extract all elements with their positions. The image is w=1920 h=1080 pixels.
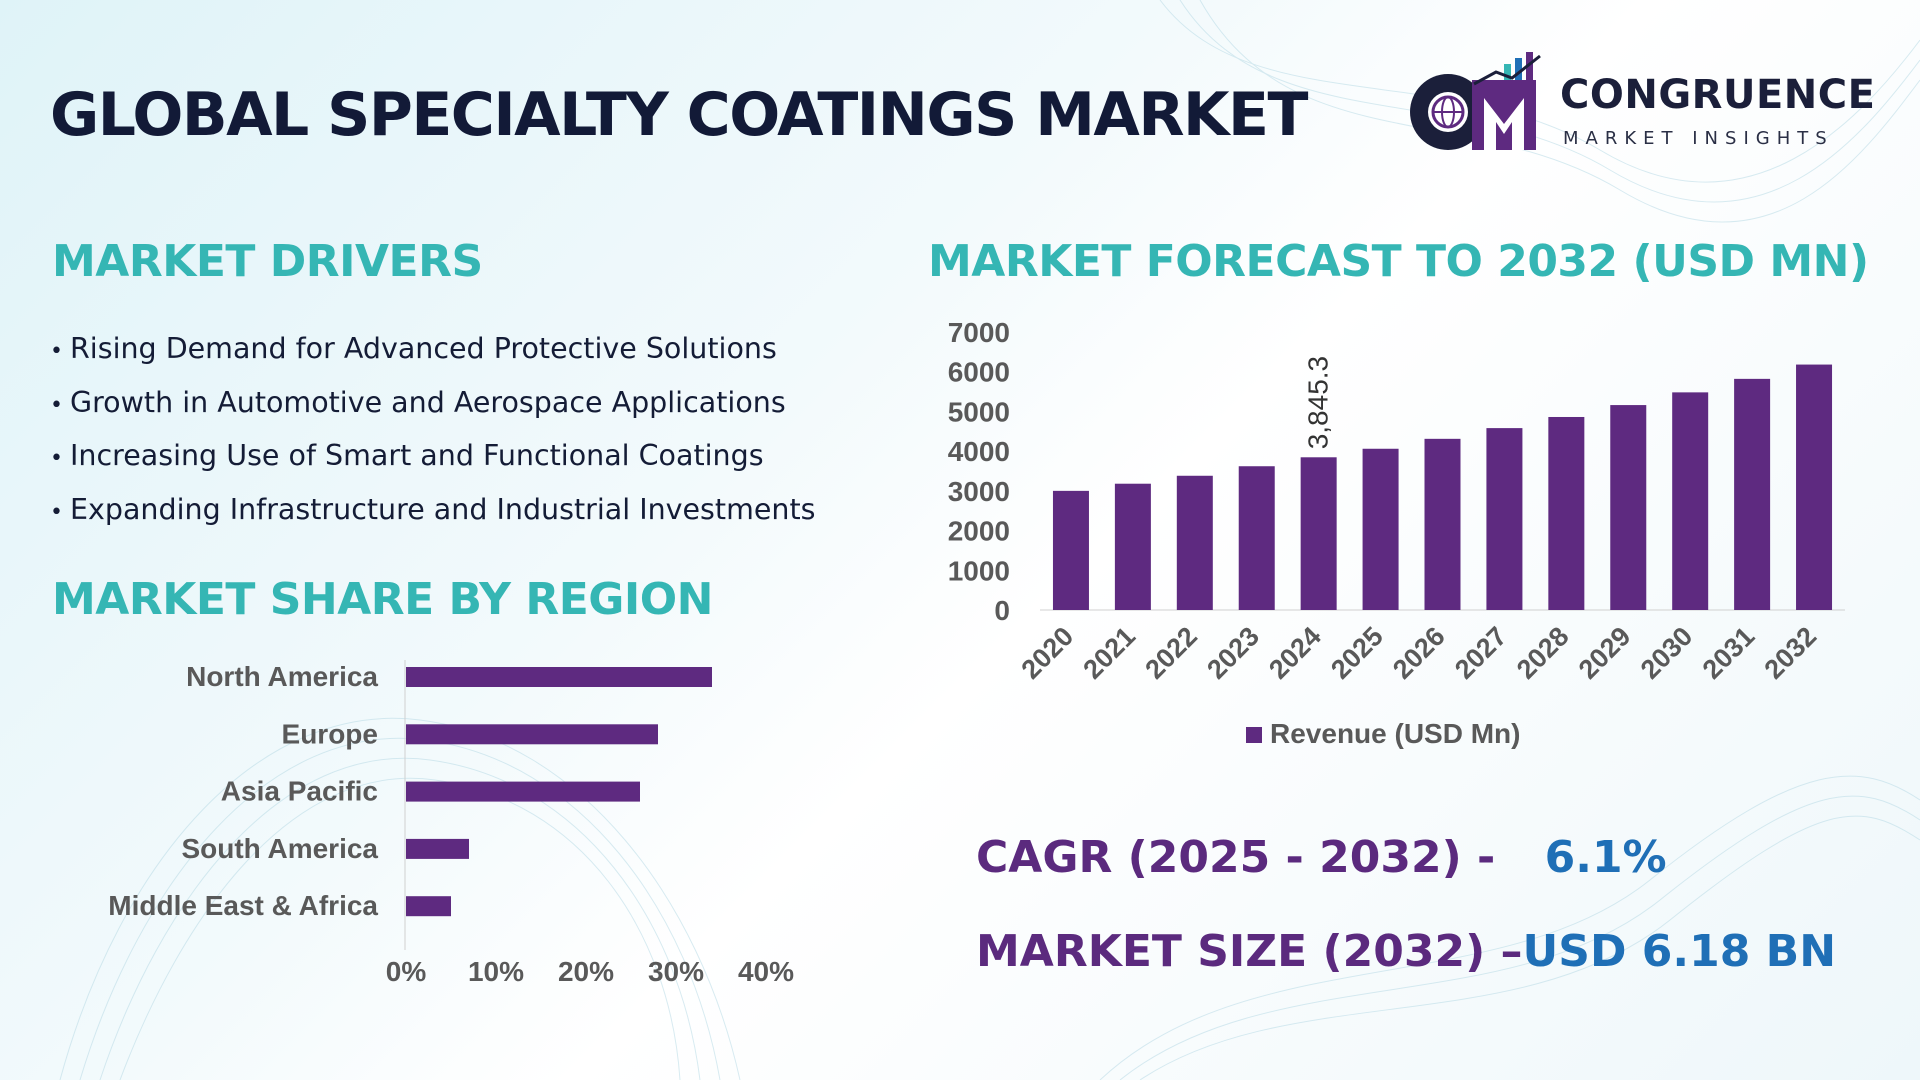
bar xyxy=(1734,378,1771,610)
bar xyxy=(1672,392,1709,610)
bar xyxy=(1424,438,1461,610)
logo-mark-icon xyxy=(1410,52,1541,150)
x-tick-label: 2031 xyxy=(1697,621,1761,685)
x-tick-label: 2024 xyxy=(1263,621,1327,685)
cagr-stat: CAGR (2025 - 2032) - 6.1% xyxy=(976,832,1667,883)
market-size-stat: MARKET SIZE (2032) –USD 6.18 BN xyxy=(976,926,1836,977)
x-tick-label: 2029 xyxy=(1573,621,1637,685)
region-heading: MARKET SHARE BY REGION xyxy=(52,574,714,625)
bar xyxy=(406,838,469,859)
bullet-icon: • xyxy=(50,499,63,525)
x-tick-label: 2025 xyxy=(1325,621,1389,685)
list-item: • Increasing Use of Smart and Functional … xyxy=(50,429,815,483)
bar xyxy=(1114,483,1151,610)
x-tick-label: 30% xyxy=(648,956,704,987)
category-label: Asia Pacific xyxy=(221,776,378,807)
y-tick-label: 4000 xyxy=(948,436,1010,467)
y-tick-label: 3000 xyxy=(948,476,1010,507)
cagr-label: CAGR (2025 - 2032) - xyxy=(976,832,1496,883)
x-tick-label: 2030 xyxy=(1635,621,1699,685)
region-share-chart: North America Europe Asia Pacific South Ame… xyxy=(108,660,794,987)
y-tick-label: 2000 xyxy=(948,516,1010,547)
x-tick-label: 40% xyxy=(738,956,794,987)
x-tick-label: 20% xyxy=(558,956,614,987)
drivers-heading: MARKET DRIVERS xyxy=(52,236,483,287)
data-label: 3,845.3 xyxy=(1303,356,1334,449)
bar xyxy=(1548,416,1585,610)
x-tick-label: 2028 xyxy=(1511,621,1575,685)
logo-name: CONGRUENCE xyxy=(1560,72,1876,118)
category-label: South America xyxy=(181,833,378,864)
bullet-icon: • xyxy=(50,392,63,418)
page-title: GLOBAL SPECIALTY COATINGS MARKET xyxy=(50,80,1308,150)
drivers-list: • Rising Demand for Advanced Protective S… xyxy=(50,322,815,536)
x-tick-label: 10% xyxy=(468,956,524,987)
market-size-label: MARKET SIZE (2032) – xyxy=(976,926,1523,977)
bar xyxy=(406,667,712,687)
legend: Revenue (USD Mn) xyxy=(1246,718,1520,749)
market-size-value: USD 6.18 BN xyxy=(1522,926,1837,977)
bar xyxy=(1300,457,1337,610)
list-item: • Expanding Infrastructure and Industrial… xyxy=(50,483,815,537)
y-tick-label: 6000 xyxy=(948,357,1010,388)
x-tick-label: 2021 xyxy=(1077,621,1141,685)
bar xyxy=(1238,466,1275,610)
bullet-icon: • xyxy=(50,446,63,471)
bar xyxy=(1796,364,1833,610)
bar xyxy=(406,896,451,917)
brand-logo: CONGRUENCE MARKET INSIGHTS xyxy=(1400,50,1875,160)
bar xyxy=(1610,405,1647,610)
x-tick-label: 2020 xyxy=(1016,621,1080,685)
y-tick-label: 1000 xyxy=(948,555,1010,586)
cagr-value: 6.1% xyxy=(1544,832,1667,883)
bar xyxy=(1486,428,1523,610)
x-tick-label: 0% xyxy=(386,956,427,987)
bar xyxy=(1176,475,1213,610)
x-tick-label: 2032 xyxy=(1759,621,1823,685)
bullet-icon: • xyxy=(50,339,63,364)
category-label: Europe xyxy=(282,718,378,749)
category-label: Middle East & Africa xyxy=(108,890,378,921)
forecast-chart: 0100020003000400050006000700020202021202… xyxy=(948,317,1845,749)
list-item: • Rising Demand for Advanced Protective S… xyxy=(50,322,815,376)
legend-label: Revenue (USD Mn) xyxy=(1270,718,1520,749)
x-tick-label: 2022 xyxy=(1139,621,1203,685)
bar xyxy=(406,781,640,802)
x-tick-label: 2026 xyxy=(1387,621,1451,685)
x-tick-label: 2027 xyxy=(1449,621,1513,685)
legend-swatch xyxy=(1246,727,1262,743)
bar xyxy=(1052,490,1089,610)
y-tick-label: 7000 xyxy=(948,317,1010,348)
y-tick-label: 0 xyxy=(994,595,1010,626)
logo-tagline: MARKET INSIGHTS xyxy=(1563,128,1834,149)
bar xyxy=(406,724,658,745)
category-label: North America xyxy=(186,661,378,692)
list-item: • Growth in Automotive and Aerospace Appl… xyxy=(50,376,815,430)
bar xyxy=(1362,448,1399,610)
x-tick-label: 2023 xyxy=(1201,621,1265,685)
y-tick-label: 5000 xyxy=(948,396,1010,427)
forecast-heading: MARKET FORECAST TO 2032 (USD MN) xyxy=(928,236,1869,287)
